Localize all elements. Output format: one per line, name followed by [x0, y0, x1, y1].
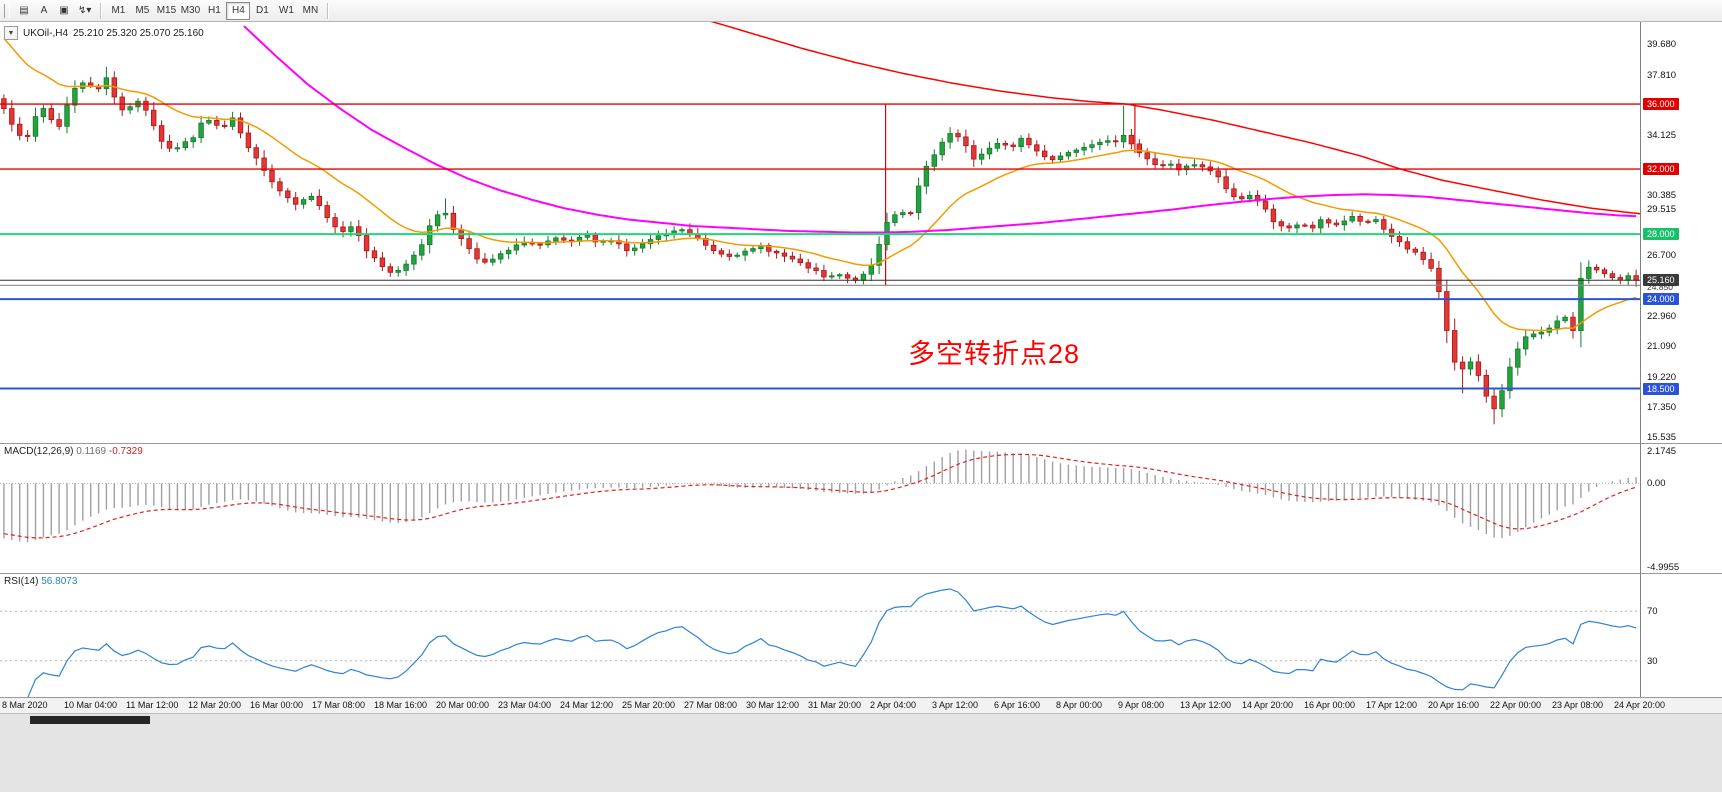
time-axis-label: 18 Mar 16:00 [374, 700, 428, 710]
time-axis-label: 27 Mar 08:00 [684, 700, 738, 710]
timeframe-D1[interactable]: D1 [250, 2, 274, 20]
time-axis-label: 16 Apr 00:00 [1304, 700, 1356, 710]
price-axis-label: 37.810 [1647, 70, 1677, 81]
rsi-axis: 70 30 [1640, 573, 1722, 697]
timeframe-M5[interactable]: M5 [130, 2, 154, 20]
rsi-label: RSI(14) 56.8073 [4, 576, 77, 587]
macd-axis-label: 2.1745 [1647, 446, 1677, 457]
time-axis-label: 31 Mar 20:00 [808, 700, 862, 710]
macd-value-main: 0.1169 [76, 446, 107, 457]
bar-chart-icon[interactable]: ▤ [14, 2, 34, 20]
taskbar-fragment [30, 716, 150, 724]
price-axis-label: 29.515 [1647, 204, 1677, 215]
macd-name: MACD(12,26,9) [4, 446, 74, 457]
price-axis-label: 22.960 [1647, 311, 1677, 322]
price-badge-36.000: 36.000 [1643, 98, 1679, 110]
time-axis-label: 13 Apr 12:00 [1180, 700, 1232, 710]
timeframe-W1[interactable]: W1 [274, 2, 298, 20]
time-axis-label: 10 Mar 04:00 [64, 700, 118, 710]
price-badge-28.000: 28.000 [1643, 228, 1679, 240]
rsi-axis-label: 70 [1647, 606, 1658, 617]
price-axis-label: 30.385 [1647, 190, 1677, 201]
chart-tools-group: ▤ A ▣ ↯▾ [14, 2, 95, 20]
timeframe-H1[interactable]: H1 [202, 2, 226, 20]
price-axis-label: 15.535 [1647, 432, 1677, 443]
timeframe-H4[interactable]: H4 [226, 1, 251, 20]
time-axis-label: 24 Apr 20:00 [1614, 700, 1666, 710]
time-axis-label: 9 Apr 08:00 [1118, 700, 1165, 710]
time-axis-label: 23 Apr 08:00 [1552, 700, 1604, 710]
time-axis-label: 30 Mar 12:00 [746, 700, 800, 710]
symbol-period-label: UKOil-,H4 [23, 27, 69, 39]
toolbar-grip[interactable] [4, 3, 10, 18]
time-axis-label: 20 Mar 00:00 [436, 700, 490, 710]
rsi-panel[interactable]: RSI(14) 56.8073 [0, 573, 1640, 697]
time-axis-label: 17 Apr 12:00 [1366, 700, 1418, 710]
footer-area [0, 713, 1722, 792]
rsi-axis-label: 30 [1647, 656, 1658, 667]
price-axis-label: 17.350 [1647, 402, 1677, 413]
time-axis-label: 6 Apr 16:00 [994, 700, 1041, 710]
time-axis-label: 16 Mar 00:00 [250, 700, 304, 710]
price-axis-label: 19.220 [1647, 372, 1677, 383]
candlestick-canvas [0, 22, 1640, 425]
price-axis-label: 26.700 [1647, 250, 1677, 261]
time-axis-label: 20 Apr 16:00 [1428, 700, 1480, 710]
time-axis-label: 2 Apr 04:00 [870, 700, 917, 710]
price-badge-32.000: 32.000 [1643, 163, 1679, 175]
rsi-canvas [0, 588, 1640, 697]
timeframe-MN[interactable]: MN [298, 2, 322, 20]
chart-annotation: 多空转折点28 [908, 339, 1081, 369]
toolbar-separator [100, 2, 102, 19]
triangle-down-icon: ▼ [7, 29, 15, 37]
time-axis[interactable]: 8 Mar 2020 10 Mar 04:00 11 Mar 12:00 12 Mar… [0, 697, 1722, 713]
timeframe-group: M1 M5 M15 M30 H1 H4 D1 W1 MN [106, 1, 322, 20]
time-axis-label: 17 Mar 08:00 [312, 700, 366, 710]
time-axis-label: 23 Mar 04:00 [498, 700, 552, 710]
price-badge-24.000: 24.000 [1643, 293, 1679, 305]
rsi-name: RSI(14) [4, 576, 39, 587]
main-toolbar: ▤ A ▣ ↯▾ M1 M5 M15 M30 H1 H4 D1 W1 MN [0, 0, 1722, 22]
main-chart[interactable]: ▼ UKOil-,H4 25.210 25.320 25.070 25.160 … [0, 22, 1640, 443]
price-axis-label: 21.090 [1647, 341, 1677, 352]
time-axis-label: 11 Mar 12:00 [126, 700, 179, 710]
price-axis[interactable]: 39.680 37.810 36.000 34.125 32.000 30.385 29.5… [1640, 22, 1722, 443]
time-axis-label: 3 Apr 12:00 [932, 700, 979, 710]
timeframe-M1[interactable]: M1 [106, 2, 130, 20]
chart-title: ▼ UKOil-,H4 25.210 25.320 25.070 25.160 [4, 26, 204, 40]
price-badge-25.160: 25.160 [1643, 274, 1679, 286]
macd-label: MACD(12,26,9) 0.1169 -0.7329 [4, 446, 143, 457]
price-axis-label: 24.850 [1647, 282, 1673, 292]
timeframe-M30[interactable]: M30 [178, 2, 202, 20]
toolbar-separator [327, 2, 329, 19]
macd-axis-label: 0.00 [1647, 478, 1666, 489]
time-axis-label: 25 Mar 20:00 [622, 700, 676, 710]
time-axis-label: 22 Apr 00:00 [1490, 700, 1542, 710]
macd-value-signal: -0.7329 [108, 446, 143, 457]
one-click-collapse-button[interactable]: ▼ [4, 26, 18, 40]
chart-shift-icon[interactable]: ▣ [54, 2, 74, 20]
time-axis-label: 12 Mar 20:00 [188, 700, 242, 710]
price-axis-label: 39.680 [1647, 39, 1677, 50]
time-axis-label: 24 Mar 12:00 [560, 700, 614, 710]
macd-canvas [0, 449, 1640, 542]
timeframe-M15[interactable]: M15 [154, 2, 178, 20]
auto-scroll-button[interactable]: A [34, 2, 54, 20]
rsi-value: 56.8073 [41, 576, 78, 587]
price-axis-label: 34.125 [1647, 130, 1677, 141]
ohlc-values: 25.210 25.320 25.070 25.160 [73, 27, 204, 39]
quick-indicator-dropdown[interactable]: ↯▾ [74, 2, 95, 20]
time-axis-label: 14 Apr 20:00 [1242, 700, 1294, 710]
price-badge-18.500: 18.500 [1643, 383, 1679, 395]
time-axis-label: 8 Mar 2020 [2, 700, 48, 710]
time-axis-label: 8 Apr 00:00 [1056, 700, 1103, 710]
macd-axis: 2.1745 0.00 -4.9955 [1640, 443, 1722, 573]
macd-axis-label: -4.9955 [1647, 562, 1680, 573]
macd-panel[interactable]: MACD(12,26,9) 0.1169 -0.7329 [0, 443, 1640, 573]
